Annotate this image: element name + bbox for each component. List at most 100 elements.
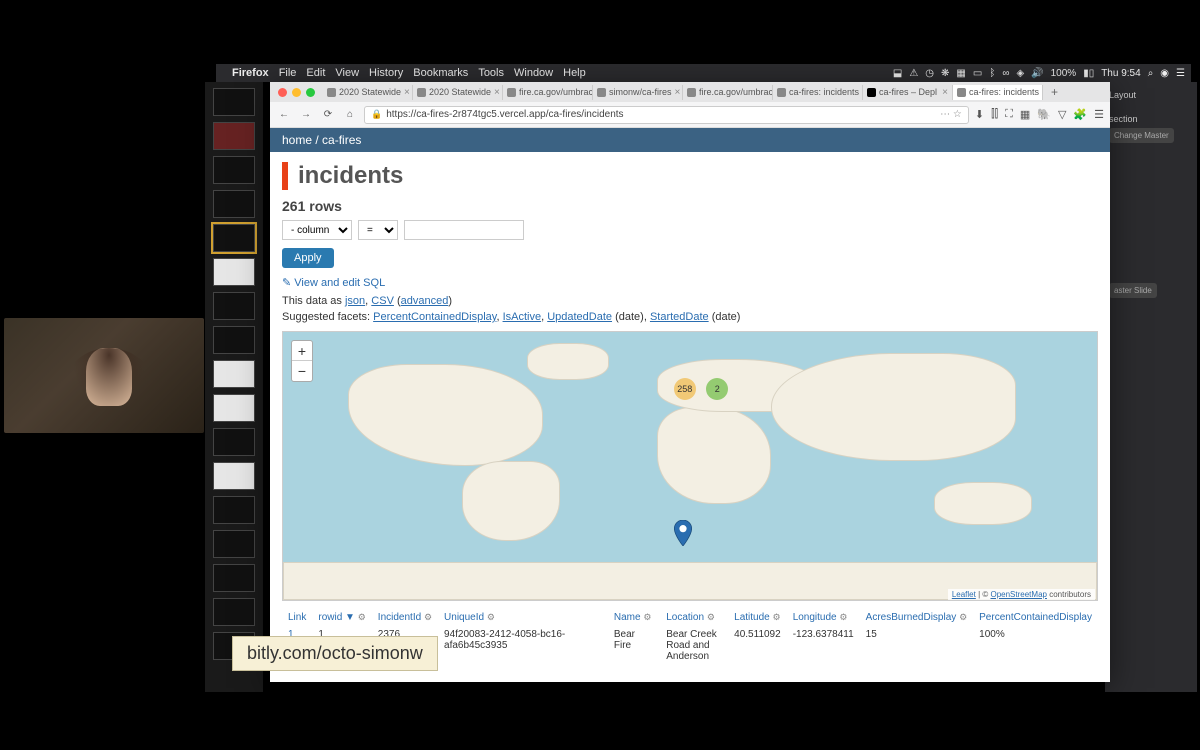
breadcrumb-page[interactable]: ca-fires (322, 133, 361, 147)
browser-tab[interactable]: ca-fires – Depl× (863, 85, 953, 100)
menu-file[interactable]: File (279, 67, 297, 79)
screenshot-icon[interactable]: ⛶ (1005, 108, 1013, 121)
battery-percent[interactable]: 100% (1051, 68, 1077, 79)
download-icon[interactable]: ⬇ (975, 108, 984, 121)
gear-icon[interactable]: ⚙ (959, 612, 967, 622)
apply-button[interactable]: Apply (282, 248, 334, 268)
slide-thumb[interactable] (213, 190, 255, 218)
menu-app-name[interactable]: Firefox (232, 67, 269, 79)
evernote-icon[interactable]: ❋ (941, 68, 949, 79)
browser-tab[interactable]: fire.ca.gov/umbraco× (683, 85, 773, 100)
browser-tab[interactable]: 2020 Statewide× (413, 85, 503, 100)
leaflet-map[interactable]: + − 258 2 Leaflet | © OpenStreetMap cont… (282, 331, 1098, 601)
bluetooth-icon[interactable]: ᛒ (989, 68, 995, 79)
gear-icon[interactable]: ⚙ (839, 612, 847, 622)
filter-column-select[interactable]: - column - (282, 220, 352, 240)
menu-history[interactable]: History (369, 67, 403, 79)
gear-icon[interactable]: ⚙ (424, 612, 432, 622)
pocket-icon[interactable]: ▽ (1058, 108, 1066, 121)
volume-icon[interactable]: 🔊 (1031, 68, 1043, 79)
col-location[interactable]: Location ⚙ (660, 609, 728, 626)
wifi-icon[interactable]: ◈ (1016, 68, 1024, 79)
col-incidentid[interactable]: IncidentId ⚙ (372, 609, 438, 626)
gear-icon[interactable]: ⚙ (773, 612, 781, 622)
col-longitude[interactable]: Longitude ⚙ (787, 609, 860, 626)
link-icon[interactable]: ∞ (1002, 68, 1009, 79)
gear-icon[interactable]: ⚙ (643, 612, 651, 622)
grid-ext-icon[interactable]: ▦ (1020, 108, 1030, 121)
gear-icon[interactable]: ⚙ (358, 612, 366, 622)
map-cluster-small[interactable]: 2 (706, 378, 728, 400)
facet-link[interactable]: StartedDate (650, 311, 709, 323)
maximize-window-button[interactable] (306, 88, 315, 97)
display-icon[interactable]: ▭ (973, 68, 982, 79)
slide-thumb[interactable] (213, 394, 255, 422)
browser-tab[interactable]: ca-fires: incidents× (953, 85, 1043, 100)
advanced-link[interactable]: advanced (401, 295, 449, 307)
grid-icon[interactable]: ▦ (956, 68, 965, 79)
warning-icon[interactable]: ⚠ (909, 68, 918, 79)
view-sql-link[interactable]: ✎ View and edit SQL (282, 276, 1098, 289)
col-link[interactable]: Link (282, 609, 312, 626)
col-rowid[interactable]: rowid ▼ ⚙ (312, 609, 371, 626)
close-icon[interactable]: × (675, 87, 681, 98)
browser-tab[interactable]: simonw/ca-fires× (593, 85, 683, 100)
menu-bookmarks[interactable]: Bookmarks (413, 67, 468, 79)
reload-button[interactable]: ⟳ (320, 107, 336, 123)
new-tab-button[interactable]: + (1043, 85, 1066, 99)
forward-button[interactable]: → (298, 107, 314, 123)
battery-icon[interactable]: ▮▯ (1083, 68, 1094, 79)
clock-icon[interactable]: ◷ (925, 68, 934, 79)
search-icon[interactable]: ⌕ (1148, 68, 1154, 79)
siri-icon[interactable]: ◉ (1160, 68, 1169, 79)
slide-thumb[interactable] (213, 496, 255, 524)
menu-icon[interactable]: ☰ (1094, 108, 1104, 121)
menu-view[interactable]: View (335, 67, 359, 79)
map-cluster-large[interactable]: 258 (674, 378, 696, 400)
filter-op-select[interactable]: = (358, 220, 398, 240)
col-uniqueid[interactable]: UniqueId ⚙ (438, 609, 608, 626)
facet-link[interactable]: UpdatedDate (547, 311, 612, 323)
col-percent[interactable]: PercentContainedDisplay (973, 609, 1098, 626)
home-button[interactable]: ⌂ (342, 107, 358, 123)
dropbox-icon[interactable]: ⬓ (893, 68, 902, 79)
map-marker-icon[interactable] (674, 520, 692, 546)
slide-thumb[interactable] (213, 88, 255, 116)
facet-link[interactable]: PercentContainedDisplay (373, 311, 496, 323)
zoom-in-button[interactable]: + (292, 341, 312, 361)
gear-icon[interactable]: ⚙ (487, 612, 495, 622)
menu-window[interactable]: Window (514, 67, 553, 79)
browser-tab[interactable]: fire.ca.gov/umbraco× (503, 85, 593, 100)
slide-thumb[interactable] (213, 122, 255, 150)
slide-thumb[interactable] (213, 530, 255, 558)
menu-edit[interactable]: Edit (306, 67, 325, 79)
back-button[interactable]: ← (276, 107, 292, 123)
breadcrumb-home[interactable]: home (282, 133, 312, 147)
close-window-button[interactable] (278, 88, 287, 97)
slide-thumb[interactable] (213, 598, 255, 626)
slide-thumb[interactable] (213, 360, 255, 388)
puzzle-icon[interactable]: 🧩 (1073, 108, 1087, 121)
slide-thumb[interactable] (213, 428, 255, 456)
minimize-window-button[interactable] (292, 88, 301, 97)
leaflet-link[interactable]: Leaflet (952, 590, 976, 599)
list-icon[interactable]: ☰ (1176, 68, 1185, 79)
slide-thumb[interactable] (213, 156, 255, 184)
slide-thumb[interactable] (213, 462, 255, 490)
menu-tools[interactable]: Tools (478, 67, 504, 79)
json-link[interactable]: json (345, 295, 365, 307)
col-name[interactable]: Name ⚙ (608, 609, 660, 626)
library-icon[interactable]: ⫿⫿ (991, 108, 998, 121)
facet-link[interactable]: IsActive (503, 311, 542, 323)
slide-thumb[interactable] (213, 292, 255, 320)
zoom-out-button[interactable]: − (292, 361, 312, 381)
col-acres[interactable]: AcresBurnedDisplay ⚙ (860, 609, 973, 626)
slide-thumb[interactable] (213, 258, 255, 286)
slide-thumb[interactable] (213, 326, 255, 354)
clock-text[interactable]: Thu 9:54 (1101, 68, 1140, 79)
filter-value-input[interactable] (404, 220, 524, 240)
close-icon[interactable]: × (942, 87, 948, 98)
menu-help[interactable]: Help (563, 67, 586, 79)
master-slide-button[interactable]: aster Slide (1109, 283, 1157, 298)
browser-tab[interactable]: ca-fires: incidents× (773, 85, 863, 100)
